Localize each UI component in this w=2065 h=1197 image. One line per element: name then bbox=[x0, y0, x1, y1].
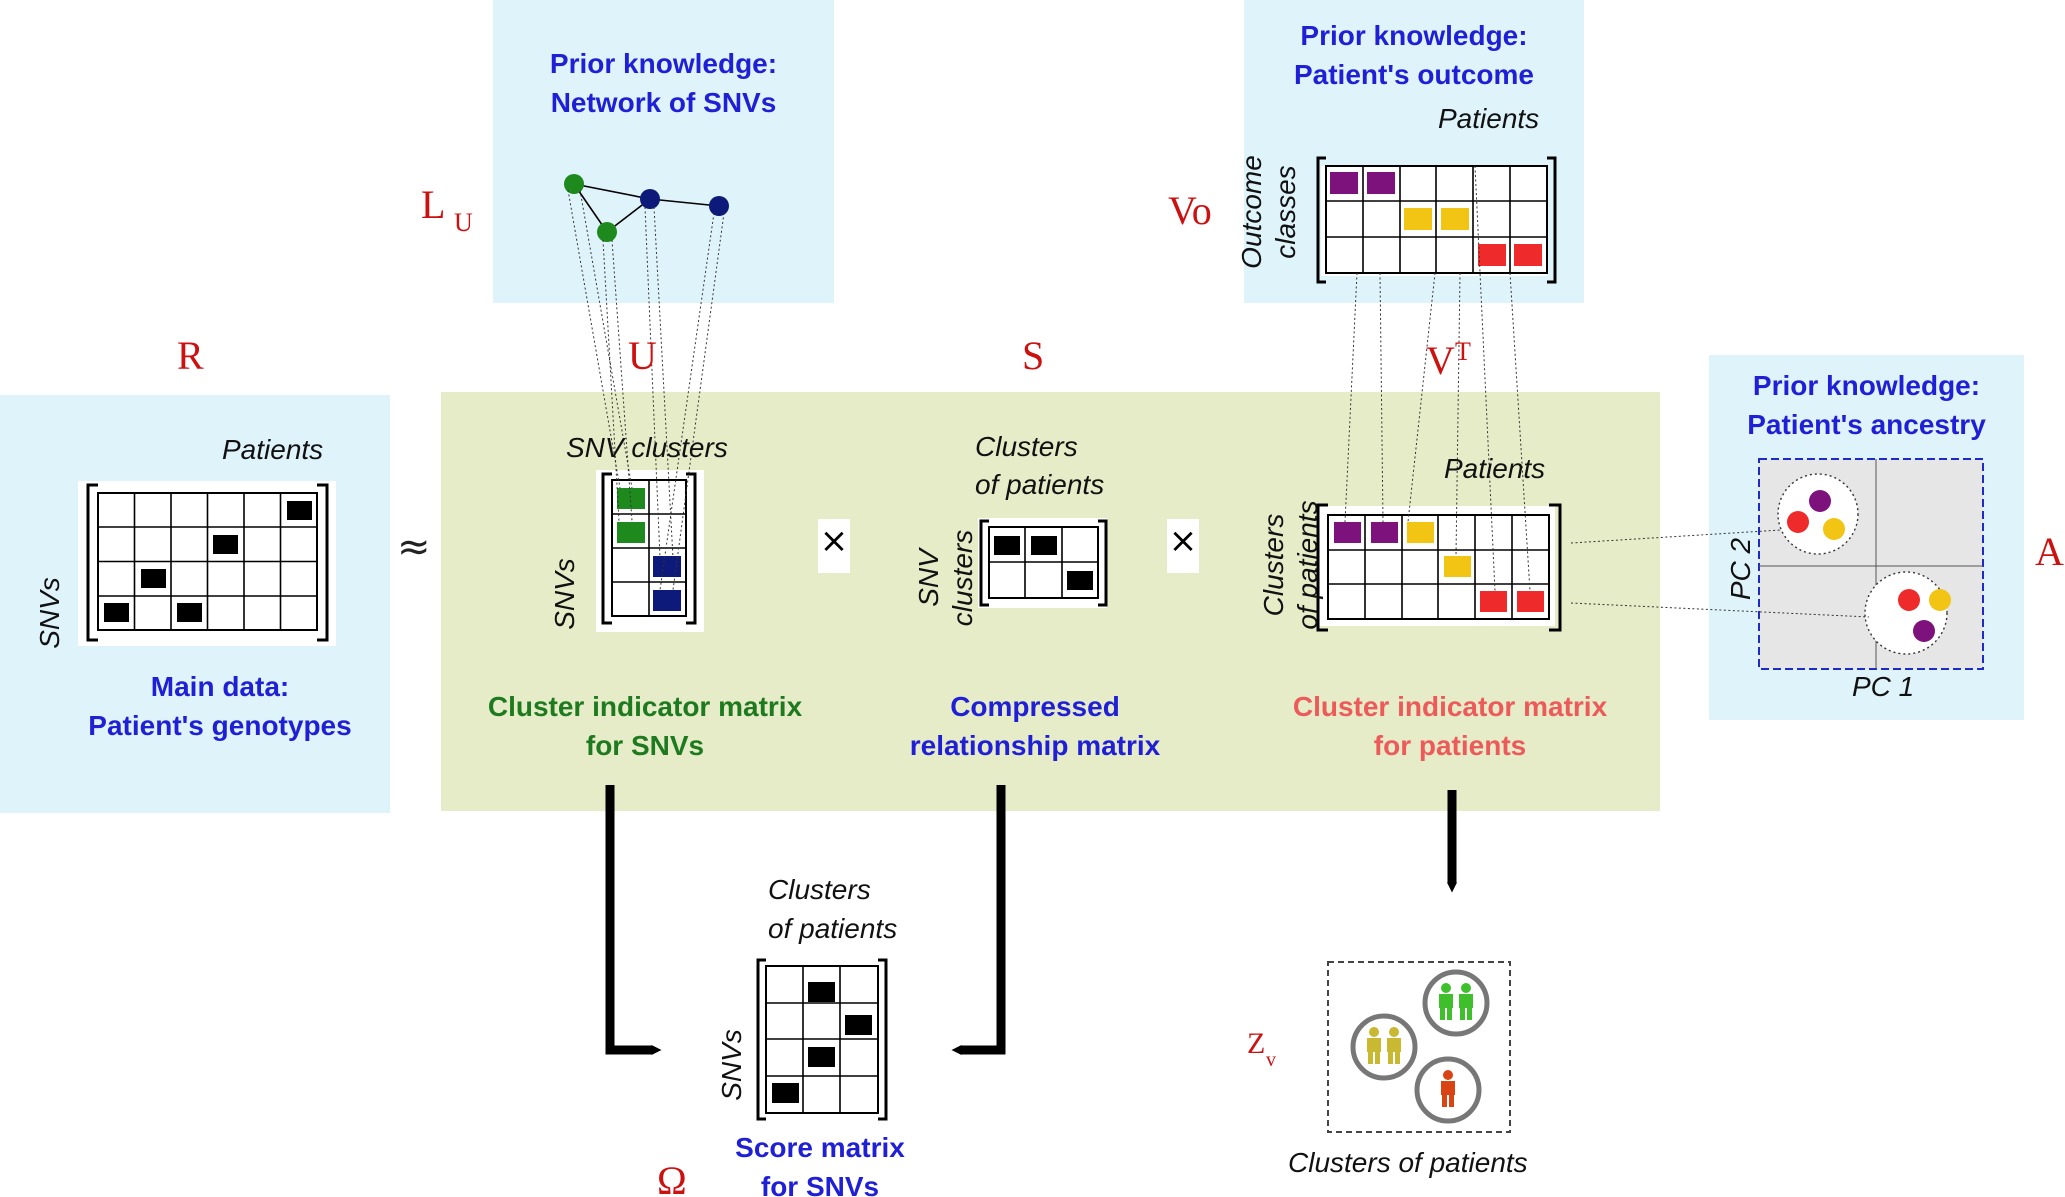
main-data-title: Main data: Patient's genotypes bbox=[88, 671, 352, 741]
snv-cluster-green-cell bbox=[617, 488, 645, 509]
ancestry-point bbox=[1929, 589, 1951, 611]
snv-cluster-navy-cell bbox=[653, 556, 681, 577]
symbol-l: L bbox=[421, 182, 446, 227]
main-data-matrix bbox=[78, 481, 336, 646]
ancestry-point bbox=[1898, 589, 1920, 611]
times-box bbox=[1167, 519, 1199, 573]
u-to-omega-arrow bbox=[605, 785, 662, 1055]
score-matrix-caption: Score matrix for SNVs bbox=[735, 1132, 905, 1197]
symbol-v: V bbox=[1426, 338, 1455, 383]
snv-node bbox=[640, 189, 660, 209]
ancestry-point bbox=[1913, 620, 1935, 642]
ancestry-point bbox=[1787, 511, 1809, 533]
network-prior-panel bbox=[493, 0, 834, 303]
patient-clusters-caption: Clusters of patients bbox=[1288, 1147, 1528, 1178]
symbol-a: A bbox=[2035, 529, 2064, 574]
outcome-col-label: Patients bbox=[1438, 103, 1540, 134]
v-row-label: Clusters of patients bbox=[1258, 500, 1323, 630]
snv-cluster-indicator-matrix bbox=[596, 470, 704, 632]
network-prior-title: Prior knowledge: Network of SNVs bbox=[549, 48, 778, 118]
ancestry-pca-plot bbox=[1570, 458, 1984, 670]
v-col-label: Patients bbox=[1444, 453, 1546, 484]
times-box bbox=[818, 519, 850, 573]
snv-node bbox=[564, 174, 584, 194]
omega-row-label: SNVs bbox=[716, 1029, 747, 1101]
patient-figure-yellow bbox=[1367, 1027, 1401, 1064]
symbol-v-superscript: T bbox=[1455, 337, 1471, 366]
genotype-cell bbox=[287, 501, 312, 520]
s-col-label: Clusters of patients bbox=[975, 431, 1105, 500]
patient-figure-orange bbox=[1441, 1070, 1455, 1107]
approx-operator: ≈ bbox=[397, 524, 431, 570]
symbol-u: U bbox=[628, 333, 657, 378]
s-row-label: SNV clusters bbox=[913, 529, 978, 627]
symbol-omega: Ω bbox=[657, 1158, 687, 1197]
snv-node bbox=[709, 196, 729, 216]
u-row-label: SNVs bbox=[549, 558, 580, 630]
genotype-cell bbox=[141, 569, 166, 588]
outcome-prior-title: Prior knowledge: Patient's outcome bbox=[1293, 20, 1535, 90]
genotype-cell bbox=[177, 603, 202, 622]
snv-node bbox=[597, 222, 617, 242]
patient-cluster-caption: Cluster indicator matrix for patients bbox=[1292, 691, 1608, 761]
times-operator-1: × bbox=[819, 521, 849, 561]
symbol-z-subscript: v bbox=[1266, 1049, 1276, 1071]
patient-figure-green bbox=[1439, 983, 1473, 1020]
s-to-omega-arrow bbox=[951, 785, 1006, 1055]
snv-cluster-green-cell bbox=[617, 522, 645, 543]
ancestry-point bbox=[1823, 518, 1845, 540]
main-data-col-label: Patients bbox=[222, 434, 324, 465]
u-col-label: SNV clusters bbox=[566, 432, 728, 463]
omega-col-label: Clusters of patients bbox=[768, 874, 898, 944]
snv-cluster-navy-cell bbox=[653, 590, 681, 611]
compressed-matrix-caption: Compressed relationship matrix bbox=[909, 691, 1161, 761]
pca-y-label: PC 2 bbox=[1725, 537, 1756, 601]
snv-network bbox=[564, 174, 729, 591]
symbol-l-subscript: U bbox=[454, 208, 473, 237]
compressed-relationship-matrix bbox=[978, 518, 1108, 608]
outcome-row-label: Outcome classes bbox=[1236, 155, 1301, 269]
ancestry-prior-title: Prior knowledge: Patient's ancestry bbox=[1747, 370, 1986, 440]
genotype-cell bbox=[104, 603, 129, 622]
patient-clusters-box bbox=[1327, 961, 1511, 1133]
symbol-z: Z bbox=[1247, 1027, 1266, 1060]
genotype-cell bbox=[213, 535, 238, 554]
patient-cluster-indicator-matrix bbox=[1316, 503, 1562, 632]
score-matrix bbox=[756, 958, 888, 1121]
symbol-vo: Vo bbox=[1168, 188, 1212, 233]
snv-cluster-caption: Cluster indicator matrix for SNVs bbox=[487, 691, 803, 761]
symbol-s: S bbox=[1022, 333, 1045, 378]
ancestry-point bbox=[1809, 490, 1831, 512]
pca-x-label: PC 1 bbox=[1852, 671, 1915, 702]
symbol-r: R bbox=[177, 333, 204, 378]
flow-arrows bbox=[605, 785, 1457, 1055]
times-operator-2: × bbox=[1168, 521, 1198, 561]
main-data-row-label: SNVs bbox=[34, 577, 65, 649]
outcome-projection-lines bbox=[1344, 165, 1531, 592]
outcome-matrix bbox=[1316, 156, 1557, 284]
